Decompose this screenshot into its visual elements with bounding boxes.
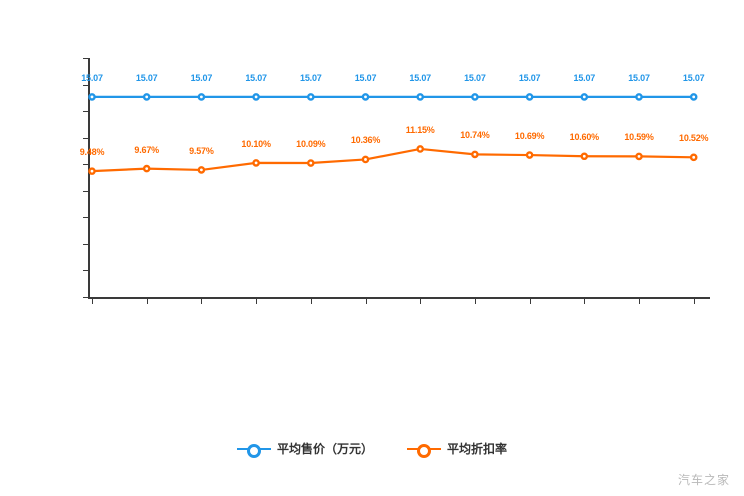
legend-label-price: 平均售价（万元） bbox=[276, 442, 373, 456]
data-point-marker bbox=[197, 166, 206, 174]
x-tick bbox=[310, 299, 312, 304]
data-point-marker bbox=[361, 155, 370, 164]
data-label: 15.07 bbox=[135, 72, 158, 83]
data-label: 15.07 bbox=[464, 72, 486, 83]
data-point-marker bbox=[197, 93, 206, 101]
x-tick bbox=[639, 299, 640, 304]
data-label: 15.07 bbox=[518, 72, 541, 83]
data-label: 10.10% bbox=[241, 138, 271, 149]
y-tick bbox=[83, 84, 88, 86]
x-tick bbox=[474, 299, 476, 304]
legend-item-price[interactable]: 平均售价（万元） bbox=[236, 440, 373, 458]
data-label: 10.74% bbox=[460, 130, 490, 141]
data-label: 15.07 bbox=[81, 72, 103, 83]
y-tick bbox=[83, 270, 88, 272]
x-axis bbox=[88, 297, 710, 299]
data-point-marker bbox=[416, 145, 425, 153]
y-tick bbox=[83, 58, 88, 59]
data-point-marker bbox=[88, 93, 96, 101]
y-tick bbox=[83, 111, 88, 113]
data-point-marker bbox=[525, 93, 534, 101]
data-label: 9.48% bbox=[79, 147, 105, 158]
data-point-marker bbox=[689, 93, 698, 101]
y-tick bbox=[83, 164, 88, 166]
series-line bbox=[91, 147, 694, 173]
data-label: 10.60% bbox=[569, 132, 600, 143]
x-tick bbox=[584, 299, 586, 304]
y-tick bbox=[83, 190, 88, 192]
data-label: 10.52% bbox=[679, 133, 709, 144]
data-point-marker bbox=[416, 93, 425, 101]
y-tick bbox=[83, 243, 88, 245]
data-label: 15.07 bbox=[573, 72, 596, 83]
data-point-marker bbox=[689, 153, 698, 162]
x-tick bbox=[365, 299, 367, 304]
data-label: 10.69% bbox=[514, 131, 545, 142]
data-label: 10.09% bbox=[296, 139, 326, 150]
data-label: 9.57% bbox=[189, 145, 214, 156]
data-label: 15.07 bbox=[300, 72, 322, 83]
data-point-marker bbox=[635, 93, 643, 101]
x-tick bbox=[420, 299, 422, 304]
legend-item-discount[interactable]: 平均折扣率 bbox=[407, 440, 508, 458]
legend-marker-blue-icon bbox=[236, 442, 271, 458]
data-label: 10.59% bbox=[624, 132, 654, 143]
data-point-marker bbox=[252, 93, 260, 101]
legend-marker-orange-icon bbox=[407, 442, 441, 458]
y-tick bbox=[83, 297, 88, 298]
data-point-marker bbox=[142, 93, 151, 101]
y-axis bbox=[88, 58, 90, 298]
x-tick bbox=[201, 299, 203, 304]
data-label: 11.15% bbox=[405, 124, 435, 135]
data-point-marker bbox=[306, 93, 315, 101]
data-point-marker bbox=[471, 93, 479, 101]
data-label: 15.07 bbox=[245, 72, 267, 83]
watermark: 汽车之家 bbox=[677, 473, 730, 487]
x-tick bbox=[693, 299, 695, 304]
data-label: 15.07 bbox=[190, 72, 213, 83]
legend-label-discount: 平均折扣率 bbox=[447, 442, 508, 456]
data-label: 9.67% bbox=[134, 144, 159, 155]
data-label: 10.36% bbox=[350, 135, 381, 146]
data-point-marker bbox=[361, 93, 370, 101]
y-tick bbox=[83, 217, 88, 219]
x-tick bbox=[256, 299, 258, 304]
data-point-marker bbox=[88, 167, 96, 175]
data-point-marker bbox=[252, 159, 260, 167]
x-tick bbox=[529, 299, 531, 304]
data-point-marker bbox=[525, 151, 534, 159]
data-label: 15.07 bbox=[682, 72, 705, 83]
y-tick bbox=[83, 137, 88, 139]
data-point-marker bbox=[142, 164, 151, 173]
data-point-marker bbox=[471, 150, 479, 159]
chart-legend: 平均售价（万元） 平均折扣率 bbox=[0, 440, 744, 458]
data-point-marker bbox=[580, 93, 589, 101]
x-tick bbox=[92, 299, 93, 304]
data-point-marker bbox=[580, 152, 589, 161]
x-tick bbox=[146, 299, 148, 304]
data-label: 15.07 bbox=[354, 72, 377, 83]
data-point-marker bbox=[635, 152, 643, 161]
data-label: 15.07 bbox=[409, 72, 431, 83]
data-label: 15.07 bbox=[628, 72, 650, 83]
data-point-marker bbox=[306, 159, 315, 167]
